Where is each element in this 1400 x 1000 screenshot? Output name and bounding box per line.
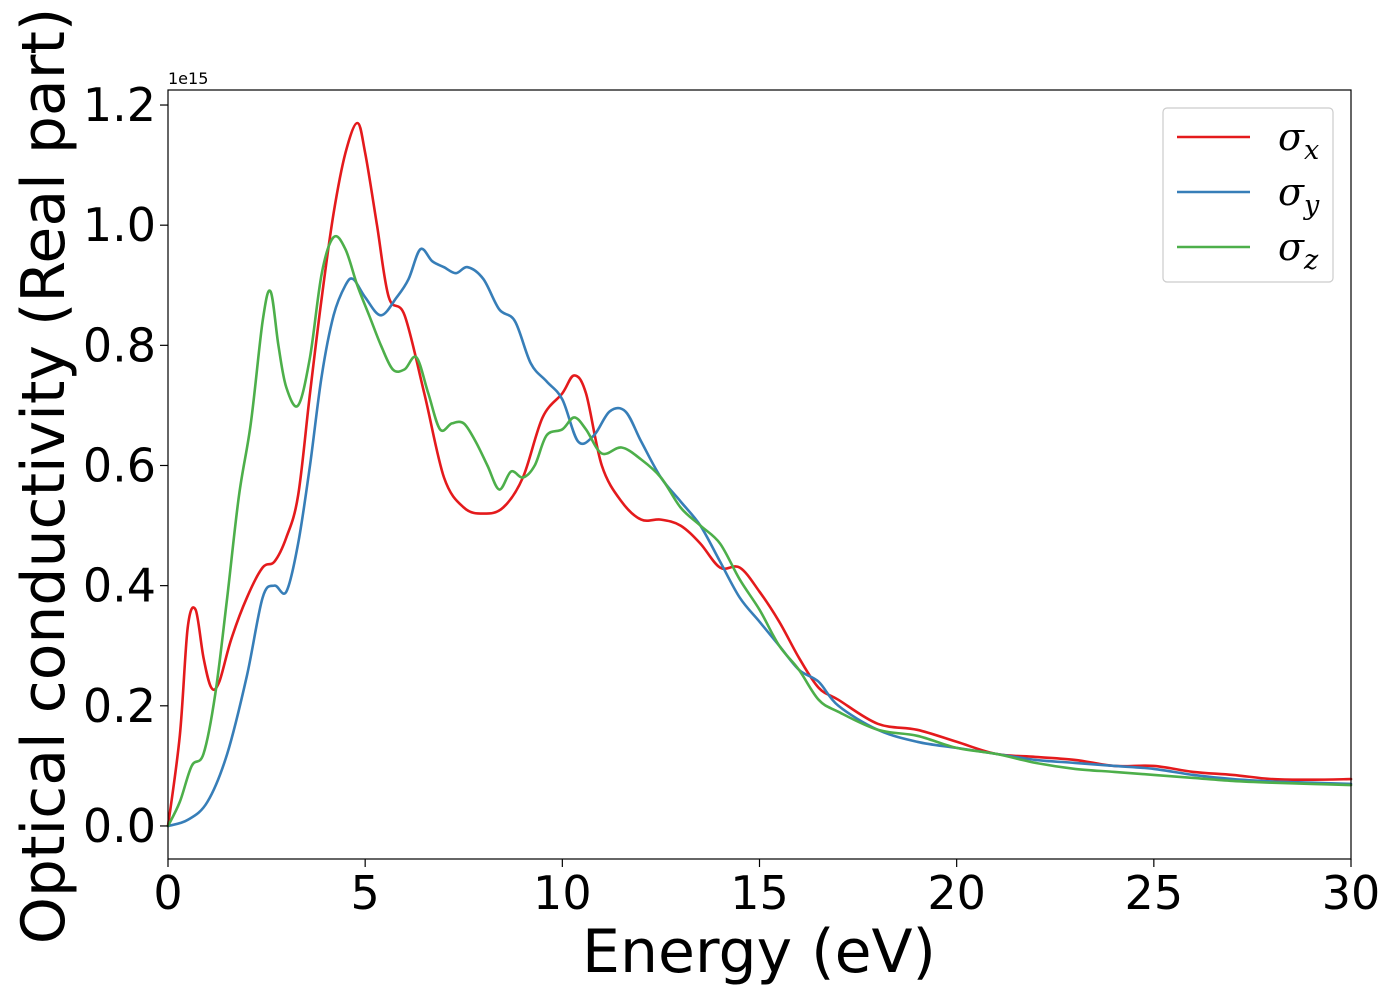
x-tick-label: 10 [533,866,592,920]
x-tick-label: 15 [730,866,789,920]
x-tick-label: 5 [351,866,380,920]
y-offset-label: 1e15 [168,69,208,88]
x-axis-label: Energy (eV) [582,917,936,987]
y-tick-label: 0.0 [83,799,156,853]
y-tick-label: 0.4 [83,559,156,613]
x-axis-ticks: 0 5 10 15 20 25 30 [153,859,1380,920]
x-tick-label: 0 [153,866,182,920]
x-tick-label: 30 [1322,866,1381,920]
x-tick-label: 25 [1125,866,1184,920]
y-tick-label: 0.6 [83,438,156,492]
series-layer [166,121,1353,828]
y-tick-label: 0.8 [83,318,156,372]
y-tick-label: 1.0 [83,198,156,252]
y-axis-label: Optical conductivity (Real part) [9,8,79,945]
series-line-z [166,234,1353,828]
legend-frame [1162,107,1334,283]
legend-label-x: σx [1278,115,1319,166]
x-tick-label: 20 [927,866,986,920]
y-tick-label: 0.2 [83,679,156,733]
y-axis-ticks: 0.0 0.2 0.4 0.6 0.8 1.0 1.2 [83,78,168,853]
series-line-x [166,121,1353,828]
y-tick-label: 1.2 [83,78,156,132]
legend-label-y: σy [1278,170,1320,221]
legend-label-z: σz [1278,225,1319,276]
